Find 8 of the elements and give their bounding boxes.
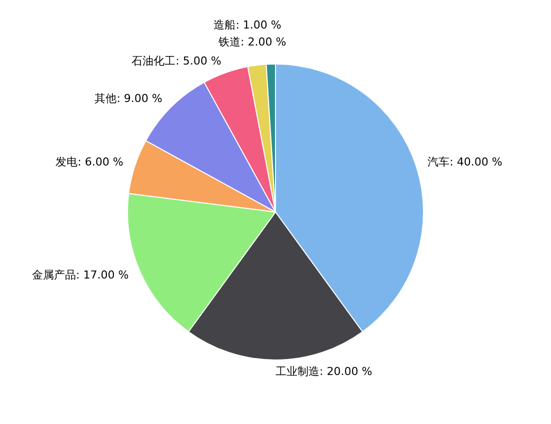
slice-label: 金属产品: 17.00 %: [32, 268, 129, 282]
slice-label: 汽车: 40.00 %: [428, 156, 502, 169]
slice-label: 造船: 1.00 %: [214, 18, 282, 32]
slice-label: 铁道: 2.00 %: [218, 35, 286, 48]
slice-label: 工业制造: 20.00 %: [276, 365, 372, 378]
slice-label: 石油化工: 5.00 %: [132, 54, 222, 68]
slice-label: 其他: 9.00 %: [94, 92, 162, 105]
slice-label: 发电: 6.00 %: [56, 156, 124, 169]
